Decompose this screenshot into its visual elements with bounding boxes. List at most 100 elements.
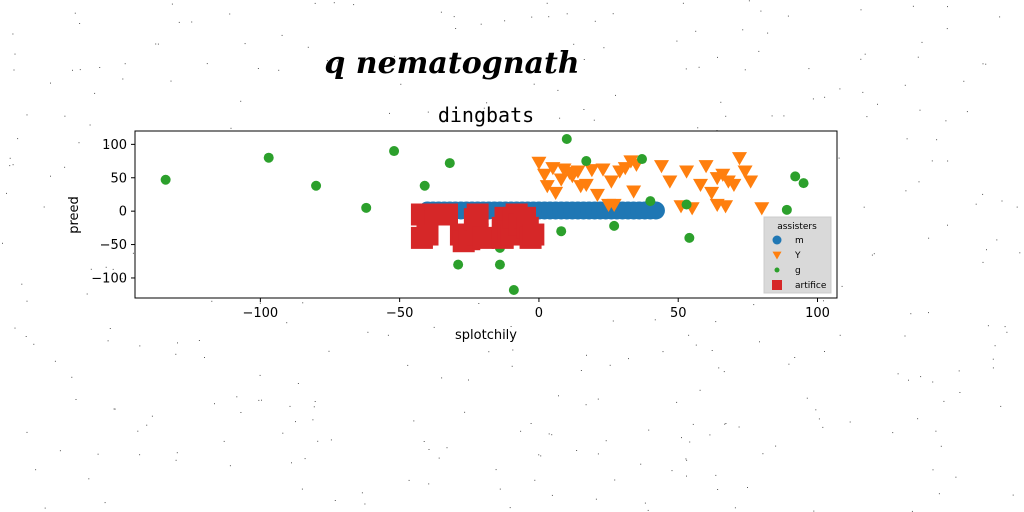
noise-dot	[920, 376, 922, 378]
point-Y	[737, 165, 753, 179]
noise-dot	[400, 83, 402, 85]
noise-dot	[1019, 252, 1021, 254]
x-axis-label: splotchily	[455, 328, 517, 343]
noise-dot	[609, 364, 611, 366]
noise-dot	[955, 476, 957, 478]
noise-dot	[236, 396, 238, 398]
noise-dot	[928, 312, 929, 314]
legend: assisters mYg artifice	[763, 216, 832, 294]
noise-dot	[64, 166, 66, 168]
noise-dot	[738, 426, 740, 428]
noise-dot	[947, 160, 949, 162]
point-Y	[553, 173, 569, 187]
noise-dot	[904, 335, 906, 337]
point-artifice	[522, 223, 545, 246]
noise-dot	[533, 83, 535, 85]
noise-dot	[438, 457, 440, 459]
noise-dot	[389, 112, 390, 114]
noise-dot	[17, 138, 19, 140]
noise-dot	[692, 423, 694, 425]
noise-dot	[551, 494, 553, 496]
noise-dot	[959, 392, 961, 393]
noise-dot	[783, 115, 785, 117]
noise-dot	[747, 487, 748, 488]
noise-dot	[50, 175, 51, 177]
noise-dot	[917, 418, 919, 420]
plot-frame	[134, 130, 838, 299]
noise-dot	[211, 300, 213, 302]
noise-dot	[748, 0, 750, 2]
noise-dot	[132, 252, 134, 254]
noise-dot	[99, 67, 101, 68]
noise-dot	[904, 84, 906, 86]
x-axis-ticks: −100 −50 0 50 100	[242, 298, 830, 321]
noise-dot	[122, 78, 124, 80]
noise-dot	[654, 319, 656, 321]
noise-dot	[725, 115, 727, 117]
noise-dot	[408, 479, 410, 481]
noise-dot	[291, 462, 292, 464]
noise-dot	[304, 458, 306, 460]
noise-dot	[823, 300, 824, 302]
noise-dot	[557, 89, 559, 91]
y-axis-ticks: 100 50 0 −50 −100	[91, 138, 135, 286]
noise-dot	[483, 107, 485, 109]
noise-dot	[822, 426, 824, 428]
noise-dot	[191, 21, 193, 23]
noise-dot	[767, 32, 769, 34]
point-Y	[754, 202, 770, 216]
point-Y	[545, 162, 561, 176]
noise-dot	[982, 261, 984, 263]
noise-dot	[546, 2, 548, 4]
noise-dot	[815, 409, 817, 411]
legend-entries: mYg artifice	[772, 235, 827, 291]
point-g	[637, 154, 647, 165]
noise-dot	[548, 433, 550, 435]
noise-dot	[112, 268, 114, 270]
noise-dot	[317, 440, 319, 442]
noise-dot	[64, 115, 66, 117]
noise-dot	[14, 327, 16, 329]
noise-dot	[614, 479, 616, 481]
noise-dot	[520, 430, 522, 432]
point-Y	[564, 170, 580, 184]
point-g	[581, 156, 592, 167]
noise-dot	[33, 343, 35, 345]
noise-dot	[35, 469, 37, 471]
noise-dot	[307, 46, 309, 48]
noise-dot	[644, 502, 646, 504]
noise-dot	[612, 13, 614, 15]
noise-dot	[26, 431, 28, 433]
noise-dot	[367, 331, 369, 333]
legend-entry-m: m	[772, 235, 804, 246]
noise-dot	[258, 399, 260, 401]
noise-dot	[760, 10, 762, 12]
noise-dot	[72, 69, 73, 71]
noise-dot	[155, 43, 157, 45]
noise-dot	[580, 370, 582, 371]
noise-dot	[428, 449, 430, 450]
noise-dot	[97, 453, 99, 455]
noise-dot	[759, 341, 760, 343]
noise-dot	[813, 510, 815, 512]
point-artifice	[436, 203, 458, 226]
noise-dot	[79, 69, 81, 71]
noise-dot	[440, 11, 442, 13]
noise-dot	[504, 20, 506, 22]
point-g	[781, 204, 792, 215]
noise-dot	[877, 103, 878, 105]
noise-dot	[771, 115, 773, 117]
chart-title: dingbats	[438, 103, 534, 127]
noise-dot	[54, 360, 56, 362]
x-tick-label: 50	[670, 306, 687, 321]
point-Y	[626, 185, 642, 199]
point-Y	[654, 160, 669, 174]
noise-dot	[940, 445, 942, 447]
point-g	[798, 178, 809, 189]
noise-dot	[301, 488, 303, 490]
noise-dot	[583, 109, 585, 110]
noise-dot	[453, 16, 455, 18]
point-g	[684, 232, 695, 243]
noise-dot	[510, 326, 512, 327]
